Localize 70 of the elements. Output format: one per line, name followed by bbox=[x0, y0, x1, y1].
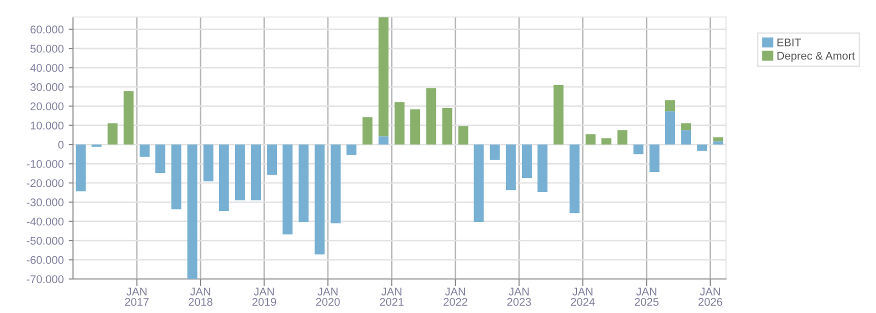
bar bbox=[697, 144, 708, 151]
bar bbox=[362, 117, 372, 145]
legend-label: Deprec & Amort bbox=[777, 52, 855, 62]
x-tick-label: JAN 2023 bbox=[507, 288, 531, 306]
bar bbox=[522, 144, 532, 178]
bar bbox=[633, 144, 644, 154]
bar bbox=[442, 108, 452, 145]
bar bbox=[537, 144, 548, 192]
x-tick-label: JAN 2019 bbox=[252, 288, 276, 306]
bar bbox=[267, 144, 278, 175]
x-tick-label: JAN 2025 bbox=[634, 288, 659, 306]
bar bbox=[378, 136, 389, 145]
bar bbox=[298, 144, 309, 222]
bar bbox=[458, 126, 468, 145]
bar bbox=[394, 102, 405, 145]
y-tick-label: -30.000 bbox=[26, 198, 64, 206]
x-tick-label: JAN 2020 bbox=[316, 288, 340, 306]
x-tick-label: JAN 2022 bbox=[444, 288, 468, 306]
legend-label: EBIT bbox=[777, 38, 802, 46]
bar bbox=[586, 134, 596, 145]
bar bbox=[665, 100, 675, 112]
bar bbox=[124, 91, 134, 145]
bar bbox=[617, 130, 628, 145]
bar bbox=[474, 144, 484, 222]
x-tick-label: JAN 2021 bbox=[380, 288, 404, 306]
bar bbox=[681, 123, 692, 130]
bar bbox=[713, 137, 724, 142]
y-tick-label: 20.000 bbox=[30, 102, 64, 110]
y-tick-label: -70.000 bbox=[26, 275, 64, 284]
y-tick-label: -60.000 bbox=[26, 256, 64, 264]
bar bbox=[570, 144, 580, 214]
x-tick-label: JAN 2024 bbox=[570, 288, 595, 306]
bar bbox=[140, 144, 150, 157]
y-tick-label: 10.000 bbox=[30, 122, 64, 130]
bar bbox=[378, 17, 389, 136]
bar bbox=[713, 141, 724, 145]
bar bbox=[426, 88, 436, 145]
bar bbox=[554, 84, 564, 145]
bar bbox=[282, 144, 293, 234]
bar bbox=[187, 144, 198, 279]
y-tick-label: -50.000 bbox=[26, 236, 64, 245]
y-tick-label: -10.000 bbox=[26, 160, 64, 168]
y-tick-label: 0 bbox=[58, 140, 64, 149]
bar bbox=[108, 123, 118, 145]
bar bbox=[346, 144, 356, 155]
bar bbox=[665, 111, 675, 145]
bar bbox=[155, 144, 166, 173]
bar bbox=[314, 144, 325, 254]
bar bbox=[650, 144, 660, 172]
y-tick-label: -40.000 bbox=[26, 218, 64, 226]
x-tick-label: JAN 2017 bbox=[125, 288, 149, 306]
bar bbox=[506, 144, 516, 190]
x-tick-label: JAN 2026 bbox=[698, 288, 722, 306]
bar bbox=[601, 138, 612, 145]
y-tick-label: -20.000 bbox=[26, 179, 64, 188]
bar bbox=[251, 144, 261, 200]
bar bbox=[490, 144, 500, 160]
bar bbox=[76, 144, 86, 192]
bar bbox=[218, 144, 229, 212]
y-tick-label: 50.000 bbox=[30, 44, 64, 53]
bar bbox=[171, 144, 182, 210]
bar bbox=[410, 109, 420, 145]
bar bbox=[681, 130, 692, 145]
bar bbox=[330, 144, 341, 224]
bar bbox=[203, 144, 214, 182]
y-tick-label: 30.000 bbox=[30, 83, 64, 92]
x-tick-label: JAN 2018 bbox=[188, 288, 212, 306]
y-tick-label: 60.000 bbox=[30, 26, 64, 34]
y-tick-label: 40.000 bbox=[30, 64, 64, 72]
bar bbox=[234, 144, 245, 200]
